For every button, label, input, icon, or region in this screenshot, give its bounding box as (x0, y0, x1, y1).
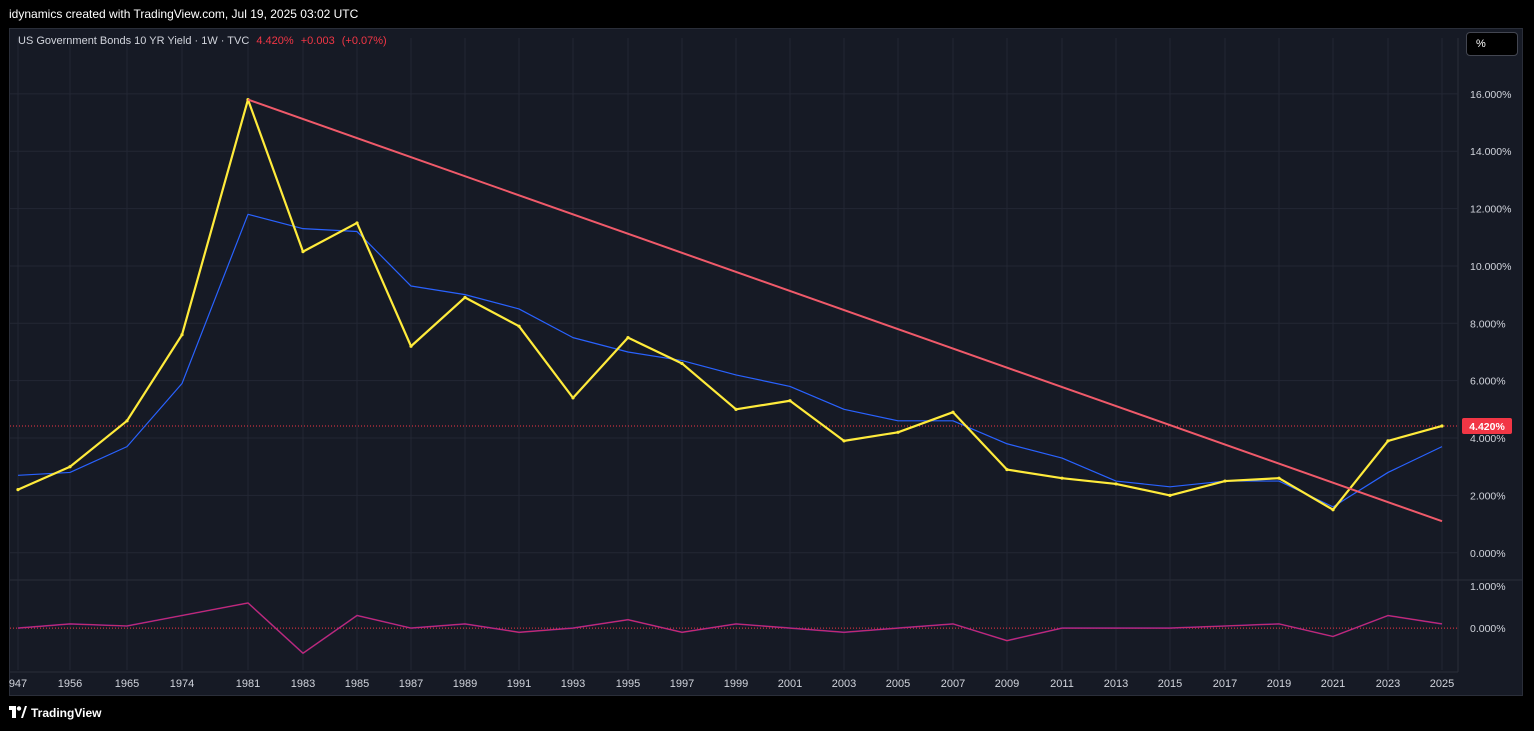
legend-change: +0.003 (300, 35, 335, 47)
tradingview-mark-icon (9, 706, 27, 718)
price-point (517, 324, 521, 328)
price-point (1168, 493, 1172, 497)
x-tick-label: 2001 (778, 678, 802, 690)
legend-change-pct: (+0.07%) (341, 35, 387, 47)
price-point (355, 221, 359, 225)
price-point (626, 336, 630, 340)
price-point (1440, 424, 1444, 428)
x-tick-label: 2003 (832, 678, 856, 690)
y-tick-label: 14.000% (1470, 146, 1511, 158)
price-point (951, 410, 955, 414)
x-tick-label: 2021 (1321, 678, 1345, 690)
price-point (842, 439, 846, 443)
price-point (680, 361, 684, 366)
y-tick-label: 12.000% (1470, 204, 1511, 216)
x-tick-label: 1991 (507, 678, 531, 690)
x-tick-label: 2015 (1158, 678, 1182, 690)
y-tick-label: 16.000% (1470, 89, 1511, 101)
x-tick-label: 1993 (561, 678, 585, 690)
price-point (1060, 476, 1064, 480)
header-bar (0, 0, 1534, 28)
price-point (409, 344, 413, 348)
y-tick-label: 10.000% (1470, 261, 1511, 273)
x-tick-label: 1995 (616, 678, 640, 690)
x-tick-label: 1965 (115, 678, 139, 690)
last-value-label: 4.420% (1469, 421, 1505, 433)
osc-tick-label: 1.000% (1470, 581, 1506, 593)
legend-last-value: 4.420% (256, 35, 294, 47)
y-tick-label: 2.000% (1470, 490, 1506, 502)
tradingview-logo: TradingView (9, 706, 101, 720)
y-tick-label: 6.000% (1470, 376, 1506, 388)
x-tick-label: 1983 (291, 678, 315, 690)
chart-legend: US Government Bonds 10 YR Yield · 1W · T… (18, 35, 391, 47)
price-point (180, 333, 184, 337)
osc-tick-label: 0.000% (1470, 623, 1506, 635)
header-attribution: idynamics created with TradingView.com, … (9, 7, 359, 21)
x-tick-label: 947 (9, 678, 27, 690)
y-tick-label: 4.000% (1470, 433, 1506, 445)
x-tick-label: 2017 (1213, 678, 1237, 690)
price-unit-button[interactable]: % (1466, 32, 1518, 56)
price-point (1331, 508, 1335, 512)
price-point (1114, 482, 1118, 486)
x-tick-label: 1989 (453, 678, 477, 690)
x-tick-label: 2011 (1050, 678, 1074, 690)
x-tick-label: 2009 (995, 678, 1019, 690)
footer-bar (0, 696, 1534, 731)
legend-symbol: US Government Bonds 10 YR Yield · 1W · T… (18, 35, 250, 47)
x-tick-label: 2013 (1104, 678, 1128, 690)
price-point (16, 488, 20, 492)
x-tick-label: 1974 (170, 678, 194, 690)
price-series-line (17, 98, 1443, 511)
price-point (896, 430, 900, 434)
x-tick-label: 2007 (941, 678, 965, 690)
price-point (1277, 476, 1281, 480)
x-tick-label: 1956 (58, 678, 82, 690)
x-tick-label: 1997 (670, 678, 694, 690)
x-tick-label: 2005 (886, 678, 910, 690)
price-point (1005, 467, 1009, 472)
x-tick-label: 1987 (399, 678, 423, 690)
tradingview-brand: TradingView (31, 706, 102, 720)
x-tick-label: 1981 (236, 678, 260, 690)
trendline (247, 98, 1443, 523)
price-point (125, 419, 129, 423)
x-tick-label: 2019 (1267, 678, 1291, 690)
price-point (301, 249, 305, 254)
moving-average-line (17, 213, 1443, 508)
price-point (1386, 439, 1390, 443)
x-tick-label: 2023 (1376, 678, 1400, 690)
price-point (571, 396, 575, 400)
x-tick-label: 1999 (724, 678, 748, 690)
x-tick-label: 2025 (1430, 678, 1454, 690)
y-tick-label: 0.000% (1470, 548, 1506, 560)
price-point (734, 407, 738, 411)
oscillator-line-b (17, 602, 1443, 654)
y-tick-label: 8.000% (1470, 318, 1506, 330)
price-point (788, 399, 792, 403)
price-point (68, 465, 72, 469)
x-tick-label: 1985 (345, 678, 369, 690)
last-value-badge (1462, 417, 1512, 434)
price-point (1223, 479, 1227, 483)
price-point (463, 295, 467, 300)
